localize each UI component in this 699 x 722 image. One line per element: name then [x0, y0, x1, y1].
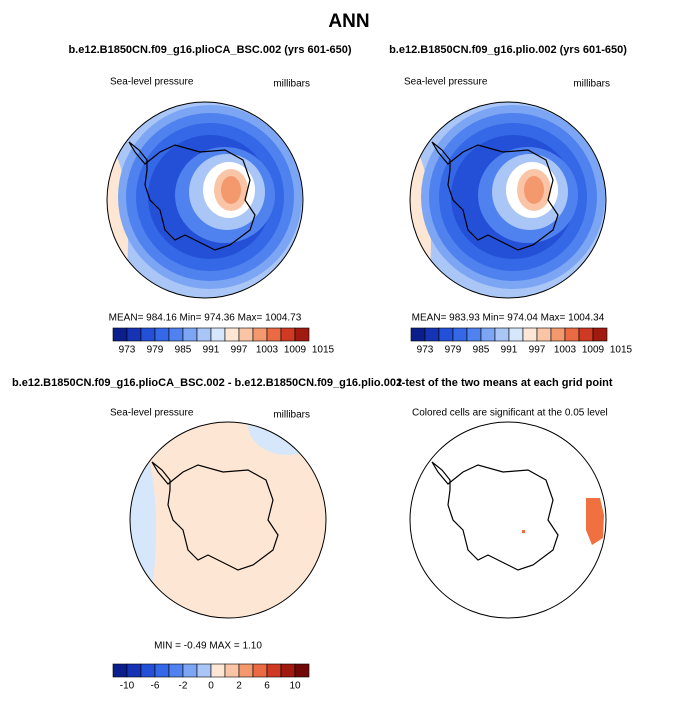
panel-title: b.e12.B1850CN.f09_g16.plioCA_BSC.002 - b…	[12, 377, 402, 389]
colorbar-label: -10	[120, 681, 135, 692]
colorbar-swatch	[508, 327, 524, 342]
units-label: millibars	[573, 79, 610, 90]
coastline	[151, 461, 279, 571]
map	[410, 102, 606, 298]
colorbar-swatch	[168, 327, 184, 342]
colorbar-swatch	[564, 327, 580, 342]
colorbar-swatch	[182, 663, 198, 678]
colorbar-label: 1015	[312, 345, 335, 356]
units-label: millibars	[273, 79, 310, 90]
colorbar-swatch	[452, 327, 468, 342]
colorbar-swatch	[126, 663, 142, 678]
units-label: millibars	[273, 410, 310, 421]
colorbar-swatch	[196, 327, 212, 342]
map	[107, 102, 303, 298]
map-fill	[221, 176, 241, 204]
colorbar-label: 6	[264, 681, 270, 692]
colorbar-swatch	[126, 327, 142, 342]
colorbar-label: 1003	[256, 345, 279, 356]
coastline	[128, 141, 256, 251]
colorbar-swatch	[280, 663, 296, 678]
variable-label: Sea-level pressure	[110, 77, 194, 88]
figure-title: ANN	[328, 11, 369, 32]
colorbar-swatch	[210, 327, 226, 342]
colorbar-swatch	[550, 327, 566, 342]
colorbar-swatch	[140, 663, 156, 678]
colorbar-swatch	[494, 327, 510, 342]
colorbar-label: 997	[529, 345, 546, 356]
colorbar-swatch	[140, 327, 156, 342]
colorbar-swatch	[410, 327, 426, 342]
colorbar-label: 991	[501, 345, 518, 356]
colorbar-swatch	[154, 663, 170, 678]
significant-cells	[522, 530, 525, 533]
panel-title: b.e12.B1850CN.f09_g16.plio.002 (yrs 601-…	[389, 44, 627, 56]
colorbar-swatch	[294, 327, 310, 342]
colorbar-label: 2	[236, 681, 242, 692]
colorbar-swatch	[480, 327, 496, 342]
colorbar-label: 973	[119, 345, 136, 356]
stats: MEAN= 984.16 Min= 974.36 Max= 1004.73	[109, 313, 302, 324]
map-fill	[130, 440, 156, 618]
variable-label: Sea-level pressure	[110, 408, 194, 419]
map-border	[129, 421, 327, 619]
colorbar-swatch	[592, 327, 608, 342]
colorbar-swatch	[294, 663, 310, 678]
colorbar-swatch	[424, 327, 440, 342]
colorbar-label: -2	[179, 681, 188, 692]
coastline	[431, 461, 559, 571]
colorbar-swatch	[266, 327, 282, 342]
colorbar-swatch	[112, 663, 128, 678]
colorbar-label: 979	[445, 345, 462, 356]
colorbar-swatch	[196, 663, 212, 678]
map	[130, 422, 326, 618]
colorbar-label: 0	[208, 681, 214, 692]
colorbar-swatch	[154, 327, 170, 342]
map-fill	[130, 422, 326, 618]
colorbar-label: 10	[289, 681, 301, 692]
colorbar-swatch	[578, 327, 594, 342]
panel-title: t-test of the two means at each grid poi…	[398, 377, 613, 389]
colorbar-label: 991	[203, 345, 220, 356]
colorbar-label: 979	[147, 345, 164, 356]
colorbar-label: 1009	[582, 345, 605, 356]
colorbar-swatch	[522, 327, 538, 342]
colorbar-swatch	[238, 663, 254, 678]
colorbar-swatch	[280, 327, 296, 342]
colorbar-label: 985	[175, 345, 192, 356]
map-fill	[248, 422, 326, 455]
coastline	[431, 141, 559, 251]
map-fill	[524, 176, 544, 204]
colorbar-label: 985	[473, 345, 490, 356]
subtitle: Colored cells are significant at the 0.0…	[412, 408, 608, 419]
colorbar-label: 1009	[284, 345, 307, 356]
map-border	[409, 421, 607, 619]
stats: MEAN= 983.93 Min= 974.04 Max= 1004.34	[412, 313, 605, 324]
colorbar-swatch	[112, 327, 128, 342]
colorbar-label: 1003	[554, 345, 577, 356]
colorbar-label: -6	[151, 681, 160, 692]
map-border	[409, 101, 607, 299]
colorbar-label: 1015	[610, 345, 633, 356]
colorbar-swatch	[466, 327, 482, 342]
panel-title: b.e12.B1850CN.f09_g16.plioCA_BSC.002 (yr…	[68, 44, 351, 56]
variable-label: Sea-level pressure	[404, 77, 488, 88]
colorbar-swatch	[536, 327, 552, 342]
colorbar-swatch	[266, 663, 282, 678]
colorbar-swatch	[252, 327, 268, 342]
colorbar-label: 997	[231, 345, 248, 356]
colorbar-swatch	[210, 663, 226, 678]
colorbar-swatch	[438, 327, 454, 342]
colorbar-swatch	[252, 663, 268, 678]
colorbar-label: 973	[417, 345, 434, 356]
colorbar-swatch	[182, 327, 198, 342]
colorbar-swatch	[224, 327, 240, 342]
colorbar-swatch	[168, 663, 184, 678]
stats: MIN = -0.49 MAX = 1.10	[154, 641, 262, 652]
colorbar-swatch	[238, 327, 254, 342]
significant-cells	[586, 498, 604, 545]
map-border	[106, 101, 304, 299]
colorbar-swatch	[224, 663, 240, 678]
